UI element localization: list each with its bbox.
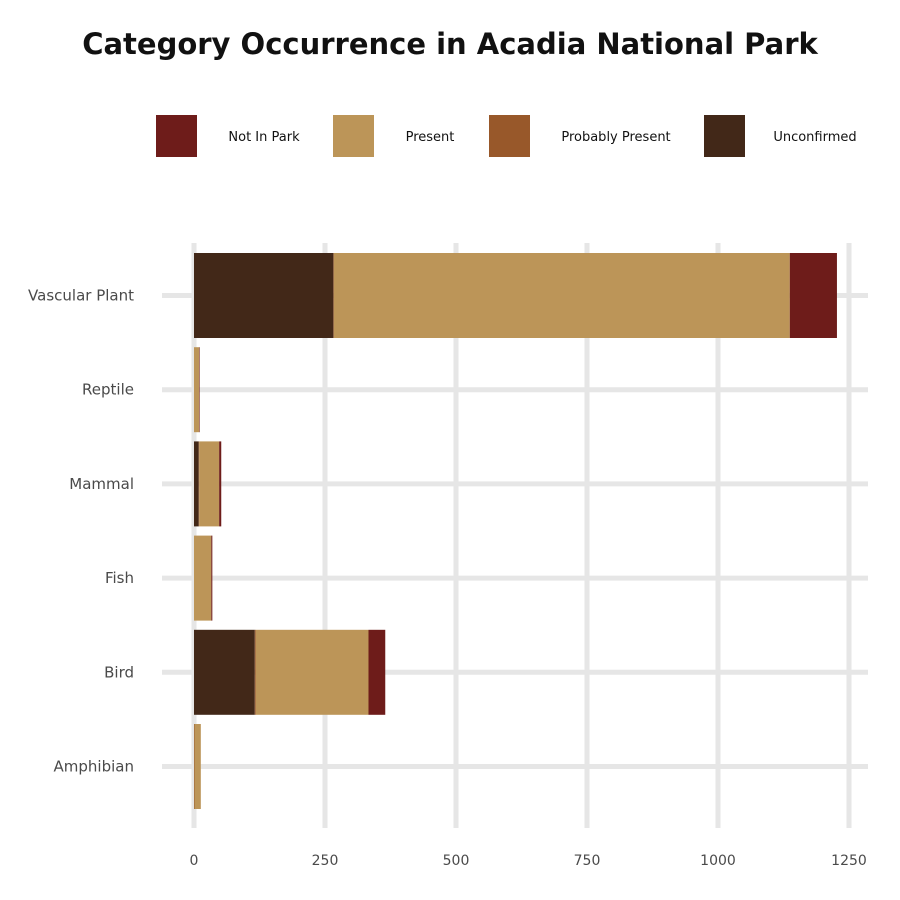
bar-vascular-plant-probably-present xyxy=(333,253,334,338)
legend-label-unconfirmed: Unconfirmed xyxy=(773,130,856,145)
bar-bird-not-in-park xyxy=(368,629,386,715)
x-tick-label-750: 750 xyxy=(574,853,601,869)
legend-label-not-in-park: Not In Park xyxy=(228,130,300,145)
bar-bird-unconfirmed xyxy=(194,629,255,715)
bar-amphibian-present xyxy=(194,724,201,809)
category-label-amphibian: Amphibian xyxy=(54,758,134,776)
category-label-bird: Bird xyxy=(104,663,134,681)
category-label-fish: Fish xyxy=(105,569,134,587)
bar-amphibian-probably-present xyxy=(194,724,195,809)
category-label-vascular-plant: Vascular Plant xyxy=(28,287,134,305)
bar-mammal-unconfirmed xyxy=(194,441,199,527)
bar-bird-probably-present xyxy=(254,629,256,715)
bar-reptile-not-in-park xyxy=(199,347,200,433)
bars xyxy=(194,253,837,809)
bar-vascular-plant-unconfirmed xyxy=(194,253,334,338)
legend-label-present: Present xyxy=(406,130,455,145)
legend-swatch-probably-present xyxy=(489,115,530,157)
bar-vascular-plant-present xyxy=(333,253,790,338)
chart-title: Category Occurrence in Acadia National P… xyxy=(82,27,818,61)
bar-fish-not-in-park xyxy=(211,535,213,621)
bar-bird-present xyxy=(255,629,369,715)
legend-swatch-unconfirmed xyxy=(704,115,745,157)
x-tick-label-250: 250 xyxy=(312,853,339,869)
bar-reptile-present xyxy=(194,347,200,433)
bar-mammal-not-in-park xyxy=(219,441,222,527)
x-tick-label-0: 0 xyxy=(190,853,199,869)
bar-vascular-plant-not-in-park xyxy=(789,253,837,338)
bar-fish-present xyxy=(194,535,212,621)
legend-swatch-present xyxy=(333,115,374,157)
x-tick-label-1250: 1250 xyxy=(831,853,867,869)
legend-label-probably-present: Probably Present xyxy=(561,130,670,145)
legend: Not In Park Present Probably Present Unconf… xyxy=(156,115,857,157)
bar-mammal-present xyxy=(199,441,220,527)
category-label-mammal: Mammal xyxy=(69,475,134,493)
x-tick-label-500: 500 xyxy=(443,853,470,869)
category-label-reptile: Reptile xyxy=(82,381,134,399)
bar-mammal-probably-present xyxy=(198,441,200,527)
category-labels: Vascular Plant Reptile Mammal Fish Bird Amphi… xyxy=(28,287,134,776)
x-tick-label-1000: 1000 xyxy=(700,853,736,869)
x-tick-labels: 0 250 500 750 1000 1250 xyxy=(190,853,867,869)
legend-swatch-not-in-park xyxy=(156,115,197,157)
